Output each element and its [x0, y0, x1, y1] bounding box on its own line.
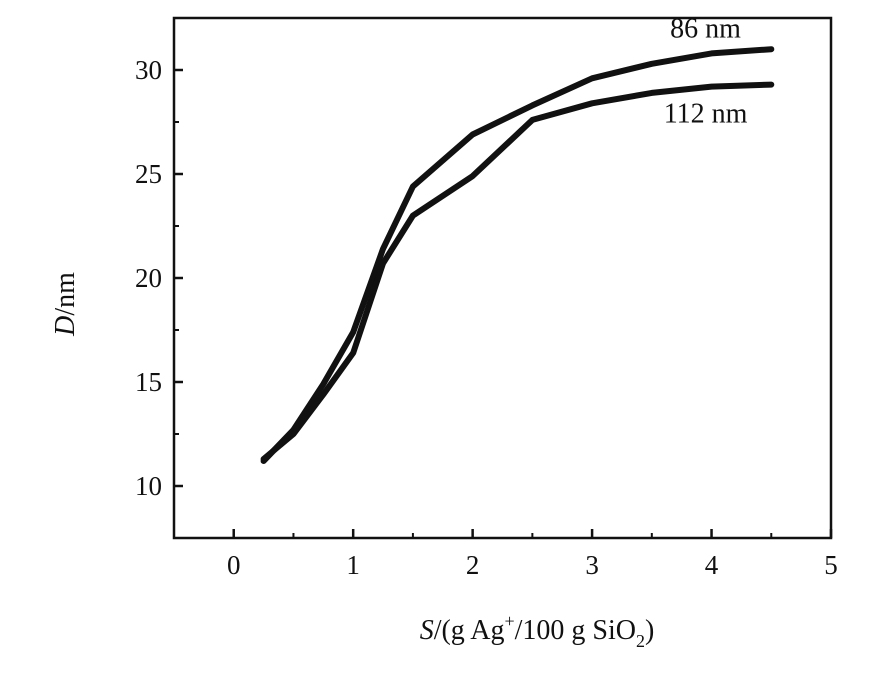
x-tick-label-0: 0 — [227, 550, 241, 580]
x-tick-label-4: 4 — [705, 550, 719, 580]
series-line-1 — [260, 81, 775, 462]
plot-frame — [172, 16, 833, 540]
x-tick-label-3: 3 — [585, 550, 599, 580]
x-tick-label-2: 2 — [466, 550, 480, 580]
y-tick-label-4: 30 — [135, 55, 162, 85]
y-axis-title: D/nm — [50, 272, 81, 337]
x-axis-title: S/(g Ag+/100 g SiO2) — [420, 611, 655, 651]
series-line-0 — [260, 46, 775, 464]
series-label-0: 86 nm — [670, 13, 741, 44]
y-tick-label-0: 10 — [135, 471, 162, 501]
y-tick-label-1: 15 — [135, 367, 162, 397]
series-label-1: 112 nm — [664, 99, 748, 130]
y-tick-label-2: 20 — [135, 263, 162, 293]
x-tick-label-5: 5 — [824, 550, 838, 580]
x-tick-label-1: 1 — [346, 550, 360, 580]
y-tick-label-3: 25 — [135, 159, 162, 189]
